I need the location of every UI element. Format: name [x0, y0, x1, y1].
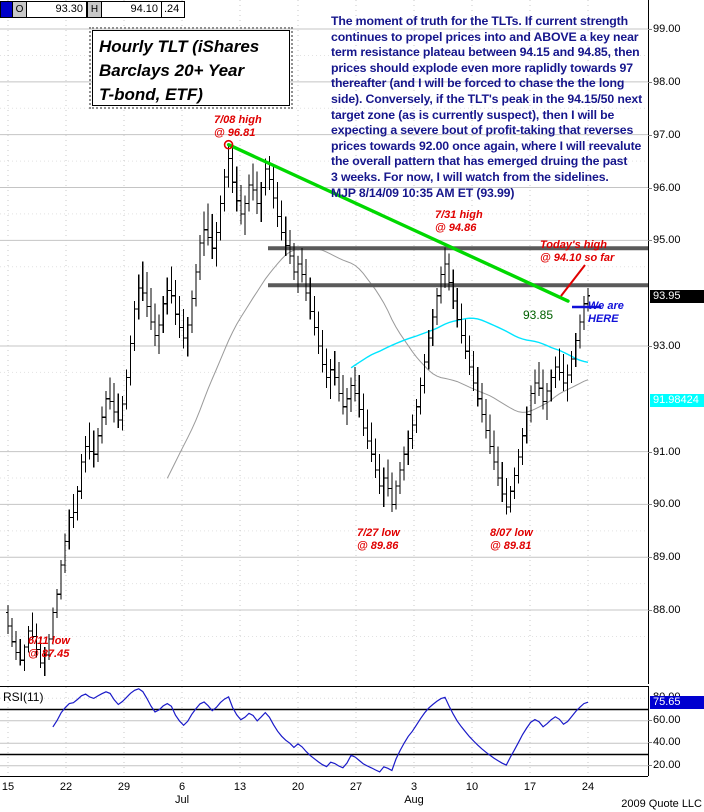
- price-tick-98.00: 98.00: [648, 76, 681, 88]
- commentary-line-6: side). Conversely, if the TLT's peak in …: [331, 91, 643, 106]
- chart-title-line-3: T-bond, ETF): [99, 85, 203, 104]
- quote-readout-strip[interactable]: O 93.30 H 94.10 .24: [0, 1, 185, 18]
- price-tick-96.00: 96.00: [648, 182, 681, 194]
- commentary-line-3: term resistance plateau between 94.15 an…: [331, 45, 640, 60]
- copyright-notice: 2009 Quote LLC: [621, 798, 702, 810]
- price-tick-95.00: 95.00: [648, 235, 681, 246]
- price-tick-97.00: 97.00: [648, 129, 681, 141]
- month-label-Jul: Jul: [174, 794, 190, 806]
- rsi-plot-svg: [0, 687, 648, 776]
- commentary-line-7: target zone (as is currently suspect), t…: [331, 107, 615, 122]
- commentary-line-8: expecting a severe bout of profit-taking…: [331, 123, 634, 138]
- annotation-0708-high: 7/08 high @ 96.81: [214, 114, 262, 139]
- high-label: H: [87, 2, 102, 17]
- annotation-0611-low: 6/11 low @ 87.45: [28, 635, 70, 660]
- commentary-line-9: prices towards 92.00 once again, where I…: [331, 138, 642, 153]
- rsi-tick-60.00: 60.00: [648, 714, 681, 726]
- price-tick-89.00: 89.00: [648, 552, 681, 563]
- chart-title-line-2: Barclays 20+ Year: [99, 61, 245, 80]
- rsi-indicator-pane[interactable]: RSI(11): [0, 686, 648, 776]
- commentary-line-10: the overall pattern that has emerged dru…: [331, 154, 628, 169]
- date-axis[interactable]: 15 22 29 6 Jul 13 20 27 3 Aug 10 17 24: [0, 776, 648, 812]
- date-tick-10: 10: [465, 781, 479, 793]
- selection-indicator: [1, 2, 12, 17]
- rsi-current-value-tag: 75.65: [650, 696, 704, 710]
- price-highlight-black: 93.95: [650, 289, 704, 303]
- high-value: 94.10: [102, 2, 162, 17]
- annotation-0807-low: 8/07 low @ 89.81: [490, 527, 533, 552]
- chart-title-box[interactable]: Hourly TLT (iShares Barclays 20+ Year T-…: [89, 27, 293, 109]
- date-tick-29: 29: [117, 781, 131, 793]
- commentary-line-1: The moment of truth for the TLTs. If cur…: [331, 14, 628, 28]
- annotation-0727-low: 7/27 low @ 89.86: [357, 527, 400, 552]
- commentary-line-12: MJP 8/14/09 10:35 AM ET (93.99): [331, 185, 515, 200]
- date-tick-6: 6: [178, 781, 186, 793]
- open-label: O: [12, 2, 27, 17]
- date-tick-3: 3: [410, 781, 418, 793]
- rsi-tick-20.00: 20.00: [648, 759, 681, 771]
- rsi-tick-40.00: 40.00: [648, 737, 681, 748]
- date-tick-20: 20: [291, 781, 305, 793]
- price-plot-svg: [0, 0, 648, 684]
- price-tick-88.00: 88.00: [648, 605, 681, 616]
- price-axis[interactable]: 99.00 98.00 97.00 96.00 95.00 93.00 91.00 90.00…: [648, 0, 704, 684]
- open-value: 93.30: [27, 2, 87, 17]
- date-tick-15: 15: [1, 781, 15, 793]
- date-tick-24: 24: [581, 781, 595, 793]
- annotation-0731-high: 7/31 high @ 94.86: [435, 209, 483, 234]
- date-tick-17: 17: [523, 781, 537, 793]
- commentary-line-5: thereafter (and I will be forced to chas…: [331, 76, 625, 91]
- analyst-commentary: The moment of truth for the TLTs. If cur…: [331, 14, 643, 201]
- annotation-trendline-value: 93.85: [523, 308, 554, 322]
- price-tick-99.00: 99.00: [648, 24, 681, 35]
- price-tick-90.00: 90.00: [648, 499, 681, 510]
- annotation-todays-high: Today's high @ 94.10 so far: [540, 239, 615, 264]
- date-tick-13: 13: [233, 781, 247, 793]
- commentary-line-2: continues to propel prices into and ABOV…: [331, 29, 639, 44]
- fraction-value: .24: [164, 3, 180, 15]
- price-tick-91.00: 91.00: [648, 446, 681, 458]
- commentary-line-4: prices should explode even more raplidly…: [331, 60, 633, 75]
- date-tick-22: 22: [59, 781, 73, 793]
- chart-title-line-1: Hourly TLT (iShares: [99, 37, 260, 56]
- rsi-label: RSI(11): [3, 690, 44, 704]
- commentary-line-11: 3 weeks. For now, I will watch from the …: [331, 169, 609, 184]
- date-tick-27: 27: [349, 781, 363, 793]
- price-highlight-cyan: 91.98424: [650, 393, 704, 407]
- price-tick-93.00: 93.00: [648, 340, 681, 352]
- month-label-Aug: Aug: [404, 794, 424, 806]
- annotation-we-are-here: We are HERE: [588, 300, 624, 325]
- price-chart-pane[interactable]: [0, 0, 648, 684]
